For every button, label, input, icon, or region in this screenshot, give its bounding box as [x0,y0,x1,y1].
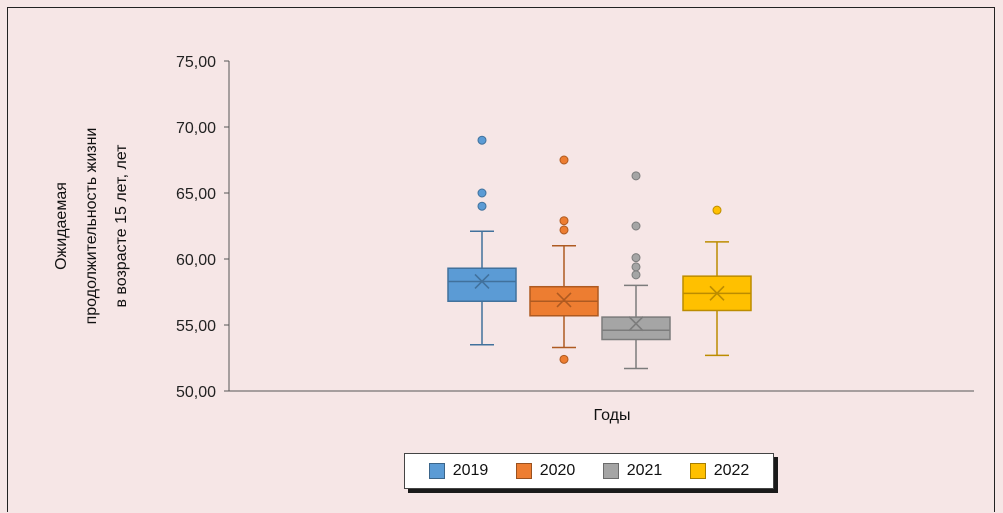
box-iqr [601,316,671,341]
box-series-2022 [682,205,752,357]
y-tick-label: 55,00 [176,318,216,335]
legend-swatch [428,463,445,479]
y-tick-label: 65,00 [176,186,216,203]
y-axis-title: Ожидаемая продолжительность жизни в возр… [53,128,130,325]
mean-marker [628,316,644,332]
mean-marker [709,285,725,301]
y-tick-label: 70,00 [176,120,216,137]
legend: 2019 2020 2021 2022 [404,453,774,489]
y-tick-group: 50,00 55,00 60,00 65,00 70,00 75,00 [176,54,229,401]
box-group [447,135,752,370]
outlier-point [712,205,722,215]
legend-label: 2019 [452,462,489,479]
y-tick-label: 50,00 [176,384,216,401]
axes [228,61,974,392]
outlier-point [631,270,641,280]
legend-item-2021: 2021 [602,462,663,480]
legend-item-2020: 2020 [515,462,576,480]
boxplot-chart: 50,00 55,00 60,00 65,00 70,00 75,00 Годы Ожид… [53,54,974,424]
box-iqr [447,267,517,302]
box-series-2020 [529,155,599,364]
outlier-point [631,171,641,181]
y-tick-label: 75,00 [176,54,216,71]
legend-swatch [689,463,706,479]
outlier-point [631,262,641,272]
x-axis-title: Годы [594,407,631,424]
legend-item-2019: 2019 [428,462,489,480]
outlier-point [477,201,487,211]
mean-marker [474,273,490,290]
box-series-2021 [601,171,671,370]
y-axis-title-line-1: Ожидаемая [53,182,70,270]
outlier-point [559,155,569,165]
legend-label: 2020 [539,462,576,479]
outlier-point [559,216,569,226]
y-tick-label: 60,00 [176,252,216,269]
outlier-point [477,188,487,198]
legend-item-2022: 2022 [689,462,750,480]
mean-marker [556,292,572,308]
outlier-point [559,225,569,235]
outlier-point [477,135,487,145]
chart-frame: 50,00 55,00 60,00 65,00 70,00 75,00 Годы Ожид… [7,7,995,512]
outlier-point [559,354,569,364]
outlier-point [631,221,641,231]
legend-swatch [515,463,532,479]
outlier-point [631,253,641,263]
y-axis-title-line-2: продолжительность жизни [83,128,100,325]
legend-label: 2022 [713,462,750,479]
legend-swatch [602,463,619,479]
legend-label: 2021 [626,462,663,479]
y-axis-title-line-3: в возрасте 15 лет, лет [113,144,130,308]
box-series-2019 [447,135,517,346]
